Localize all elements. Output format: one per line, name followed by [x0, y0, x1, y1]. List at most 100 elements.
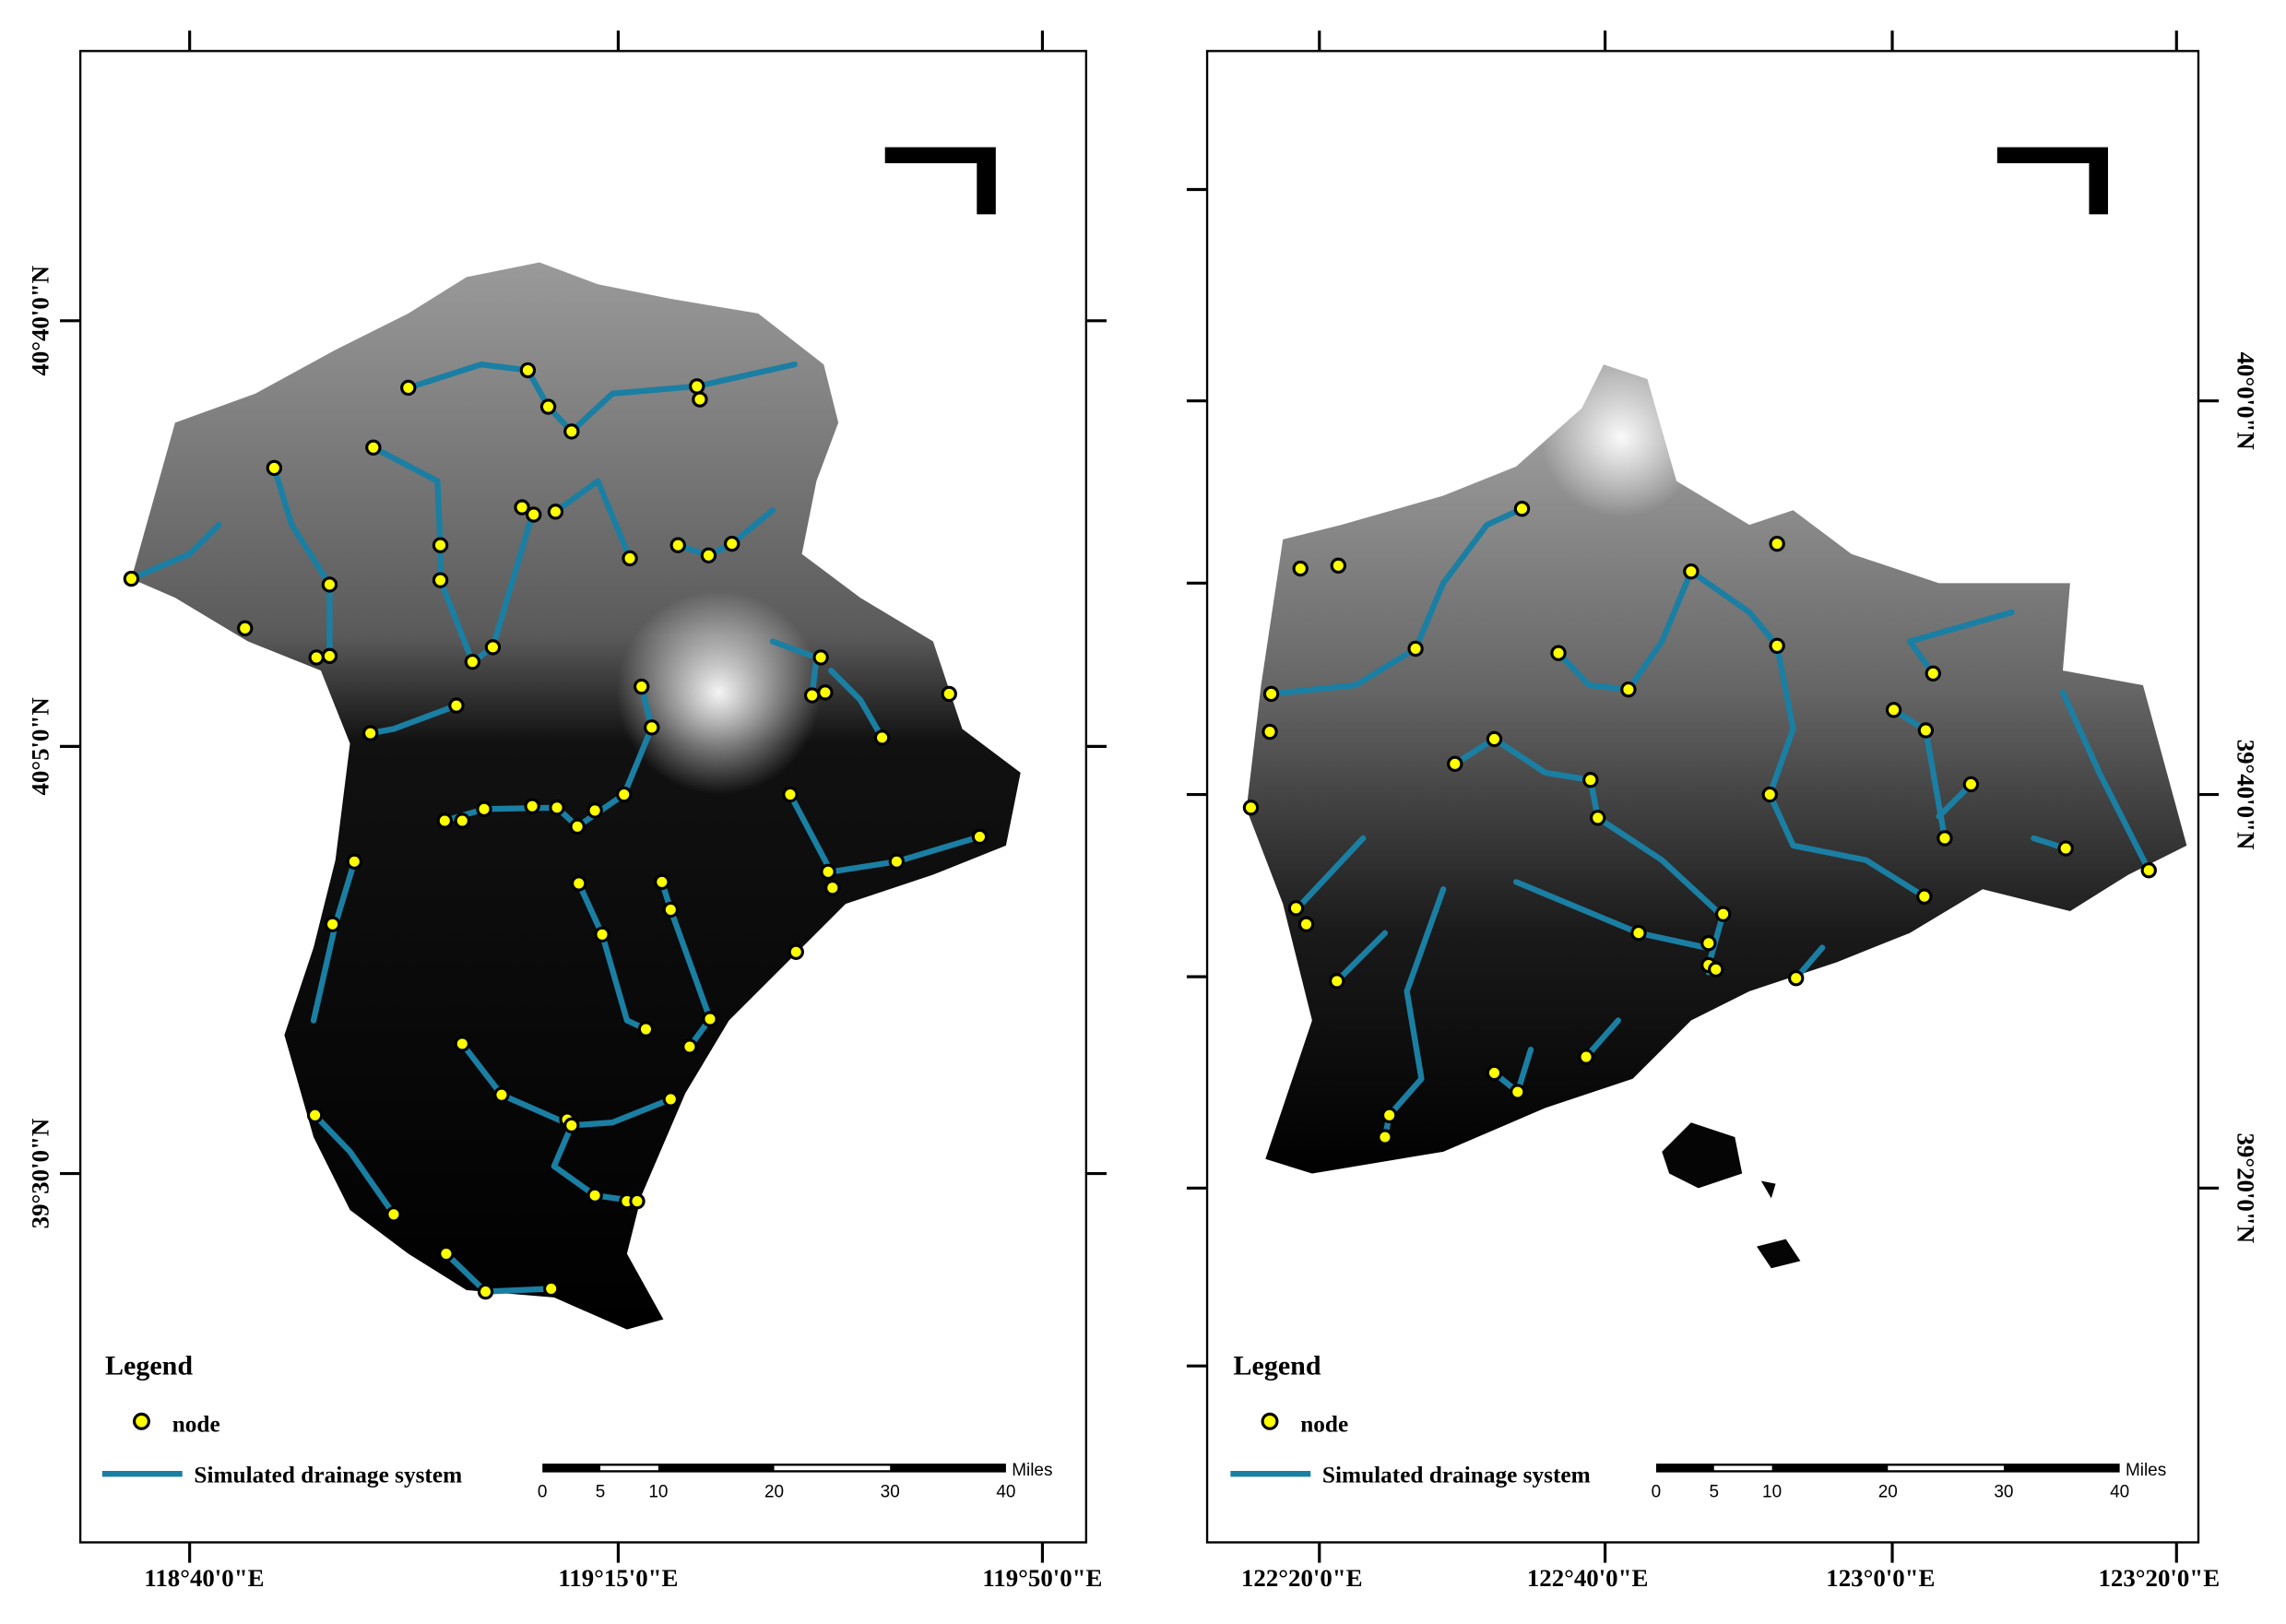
scale-label: 0 [1652, 1482, 1662, 1501]
node-marker [689, 378, 705, 395]
node-marker [477, 1283, 494, 1300]
river [128, 521, 222, 582]
terrain-peak [616, 590, 822, 795]
river [1268, 646, 1419, 697]
node-marker [1407, 640, 1424, 658]
scale-segment [774, 1465, 891, 1471]
node-marker [681, 1038, 698, 1055]
node-marker [1683, 563, 1700, 580]
node-marker [571, 875, 587, 892]
river [1412, 505, 1525, 652]
node-marker [1513, 501, 1531, 517]
node-marker [669, 537, 686, 553]
node-marker [123, 570, 140, 587]
legend-node-symbol [1261, 1412, 1279, 1430]
node-marker [448, 697, 465, 714]
y-coordinate-label: 40°40'0"N [26, 265, 53, 375]
node-marker [464, 653, 481, 670]
node-marker [237, 620, 254, 637]
river [568, 1096, 674, 1129]
north-indicator [884, 147, 996, 215]
node-marker [586, 1187, 603, 1203]
x-coordinate-label: 123°20'0"E [2099, 1564, 2221, 1592]
x-coordinate-label: 119°15'0"E [558, 1564, 678, 1592]
x-coordinate-label: 122°20'0"E [1241, 1564, 1363, 1592]
y-coordinate-label: 40°0'0"N [2233, 352, 2260, 451]
terrain [131, 262, 1021, 1330]
terrain [1246, 364, 2187, 1174]
node-marker [569, 818, 586, 836]
legend-node-symbol [133, 1412, 150, 1430]
scale-label: 20 [764, 1482, 784, 1501]
node-marker [484, 639, 502, 656]
node-marker [266, 459, 283, 477]
x-coordinate-label: 123°0'0"E [1826, 1564, 1935, 1592]
node-marker [616, 786, 633, 803]
scale-label: 10 [648, 1482, 668, 1501]
node-marker [1787, 970, 1805, 987]
panels: Legend node Simulated drainage system 0 5 10 2… [26, 30, 2260, 1592]
scale-segment [600, 1465, 658, 1471]
y-coordinate-label: 39°20'0"N [2233, 1133, 2260, 1244]
river [1294, 835, 1367, 911]
scale-unit: Miles [1012, 1461, 1052, 1480]
node-marker [1329, 973, 1345, 990]
node-marker [549, 800, 565, 816]
node-marker [1582, 772, 1599, 788]
node-marker [1630, 925, 1647, 942]
legend-item: Simulated drainage system [1322, 1463, 1591, 1488]
node-marker [971, 828, 989, 846]
north-indicator [1996, 147, 2108, 215]
scale-label: 40 [2110, 1482, 2129, 1501]
node-marker [782, 786, 799, 803]
legend-item: Simulated drainage system [194, 1463, 462, 1488]
node-marker [1714, 906, 1732, 922]
node-marker [324, 916, 341, 932]
node-marker [873, 729, 891, 746]
node-marker [812, 649, 829, 666]
node-marker [2057, 840, 2074, 857]
node-marker [662, 901, 680, 919]
river [1491, 736, 1723, 918]
node-marker [2140, 862, 2157, 879]
node-marker [1937, 830, 1953, 847]
node-marker [346, 853, 362, 870]
scale-label: 30 [1994, 1482, 2013, 1501]
node-marker [1885, 702, 1902, 718]
river [1767, 791, 1927, 900]
river [1333, 930, 1389, 985]
x-coordinate-label: 122°40'0"E [1527, 1564, 1649, 1592]
node-marker [1287, 900, 1305, 917]
node-marker [824, 880, 841, 896]
river [1582, 1017, 1621, 1061]
node-marker [586, 802, 603, 819]
island [1757, 1239, 1801, 1269]
y-coordinate-label: 40°5'0"N [26, 697, 53, 796]
map-frame [1205, 50, 2200, 1544]
scale-segment [1888, 1465, 2004, 1471]
map-frame [78, 50, 1088, 1544]
node-marker [724, 535, 740, 552]
river [1555, 650, 1632, 693]
legend-item: node [172, 1411, 220, 1437]
x-coordinate-label: 118°40'0"E [144, 1564, 264, 1592]
node-marker [1377, 1129, 1393, 1145]
node-marker [563, 423, 580, 440]
node-marker [637, 1021, 655, 1037]
node-marker [436, 812, 453, 829]
node-marker [1708, 961, 1724, 978]
river [787, 791, 983, 875]
node-marker [365, 439, 382, 456]
river [1625, 568, 1695, 693]
scale-label: 40 [996, 1482, 1015, 1501]
node-marker [1330, 557, 1347, 575]
legend-title: Legend [105, 1351, 193, 1381]
river [575, 880, 649, 1033]
node-marker [519, 362, 537, 379]
node-marker [817, 684, 834, 701]
node-marker [654, 873, 670, 891]
node-marker [400, 379, 417, 397]
node-marker [514, 499, 530, 516]
node-marker [1297, 916, 1315, 932]
node-marker [1486, 730, 1503, 748]
